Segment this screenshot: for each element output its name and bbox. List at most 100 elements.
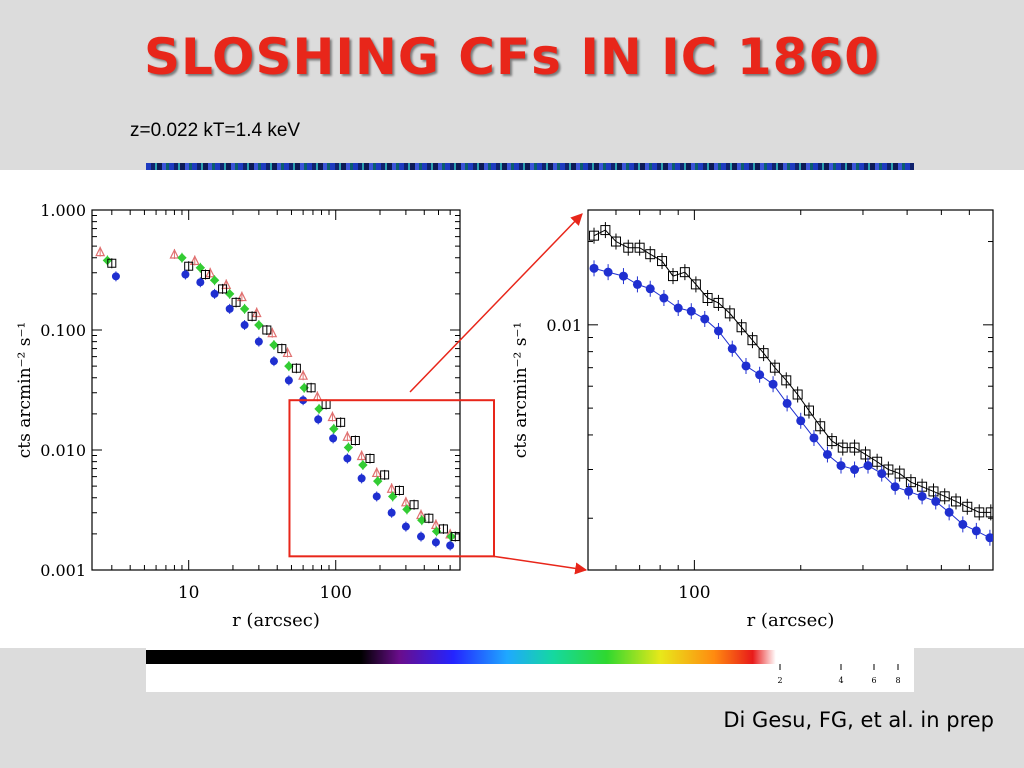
data-point: [668, 271, 679, 282]
colorbar-svg: 2 4 6 8: [146, 650, 914, 685]
data-point: [371, 467, 382, 478]
data-point: [298, 369, 309, 380]
data-point: [254, 337, 263, 346]
data-point: [195, 263, 206, 273]
data-point: [350, 435, 360, 445]
data-point: [387, 491, 398, 502]
data-point: [343, 442, 354, 453]
profile-plots: 10 100 0.001 0.010 0.100 1.000 r (arcsec) cts a…: [15, 201, 994, 631]
data-point: [373, 476, 383, 486]
data-point: [177, 253, 187, 263]
data-point: [702, 293, 713, 304]
y-axis-label: cts arcmin⁻² s⁻¹: [15, 322, 35, 458]
data-point: [623, 242, 634, 253]
data-point: [736, 322, 747, 333]
x-axis-label: r (arcsec): [232, 610, 320, 631]
data-point: [386, 482, 397, 493]
colorbar-tick-label: 4: [838, 676, 843, 685]
data-point: [231, 297, 241, 307]
data-point: [446, 541, 455, 550]
xray-image-strip: [146, 163, 914, 173]
data-point: [372, 492, 381, 501]
data-point: [424, 513, 434, 523]
colorbar-tick-label: 6: [871, 676, 876, 685]
data-point: [917, 491, 927, 501]
data-point: [645, 284, 655, 294]
data-point: [306, 383, 316, 393]
x-axis-label: r (arcsec): [747, 610, 835, 631]
data-point: [890, 482, 900, 492]
data-point: [877, 469, 887, 479]
data-point: [431, 538, 440, 547]
data-point: [184, 261, 194, 271]
data-point: [181, 270, 190, 279]
data-point: [254, 320, 264, 330]
data-point: [950, 496, 961, 507]
data-point: [928, 486, 939, 497]
y-tick-label: 0.01: [546, 316, 582, 335]
chart-2: 100 0.01 r (arcsec) cts arcmin⁻² s⁻¹: [511, 209, 994, 631]
slide-title: SLOSHING CFs IN IC 1860: [143, 28, 881, 86]
data-point: [781, 375, 792, 386]
data-point: [357, 474, 366, 483]
plot-frame: [587, 209, 994, 571]
data-point: [686, 306, 696, 316]
data-point: [768, 379, 778, 389]
data-point: [269, 357, 278, 366]
slide-subtitle: z=0.022 kT=1.4 keV: [130, 120, 301, 141]
data-point: [974, 507, 985, 518]
data-point: [284, 361, 294, 371]
data-point: [107, 258, 117, 268]
series-line: [593, 229, 991, 513]
data-point: [836, 461, 846, 471]
data-point: [962, 501, 973, 512]
data-point: [679, 267, 690, 278]
data-point: [394, 485, 404, 495]
x-tick-label: 10: [178, 583, 200, 603]
chart-1: 10 100 0.001 0.010 0.100 1.000 r (arcsec) cts a…: [15, 201, 495, 631]
data-point: [196, 278, 205, 287]
data-point: [905, 477, 916, 488]
data-point: [690, 279, 701, 290]
data-point: [849, 442, 860, 453]
data-point: [985, 507, 993, 518]
data-point: [438, 524, 448, 534]
data-point: [209, 275, 220, 285]
data-point: [758, 348, 769, 359]
data-point: [610, 236, 621, 247]
data-point: [747, 335, 758, 346]
data-point: [401, 522, 410, 531]
plot-panel: 10 100 0.001 0.010 0.100 1.000 r (arcsec) cts a…: [0, 170, 1024, 648]
colorbar-tick-label: 8: [895, 676, 900, 685]
data-point: [342, 430, 353, 441]
y-tick-label: 0.010: [40, 441, 86, 460]
data-point: [210, 289, 219, 298]
data-point: [713, 326, 723, 336]
data-point: [169, 248, 180, 259]
data-point: [589, 230, 600, 241]
data-point: [872, 456, 883, 467]
data-point: [225, 304, 234, 313]
data-point: [700, 314, 710, 324]
data-point: [645, 249, 656, 260]
data-point: [618, 271, 628, 281]
data-point: [659, 293, 669, 303]
data-point: [329, 424, 339, 434]
data-point: [657, 256, 668, 267]
data-point: [724, 308, 735, 319]
data-point: [904, 486, 914, 496]
data-point: [815, 421, 826, 432]
data-point: [239, 304, 250, 314]
data-point: [189, 255, 200, 266]
data-point: [314, 415, 323, 424]
data-point: [365, 453, 375, 463]
data-point: [267, 327, 278, 338]
data-point: [931, 496, 941, 506]
plot-frame: [91, 209, 461, 571]
data-point: [240, 321, 249, 330]
data-point: [589, 263, 599, 273]
data-point: [358, 460, 368, 470]
data-point: [894, 468, 905, 479]
data-point: [277, 344, 287, 354]
data-point: [850, 465, 860, 475]
